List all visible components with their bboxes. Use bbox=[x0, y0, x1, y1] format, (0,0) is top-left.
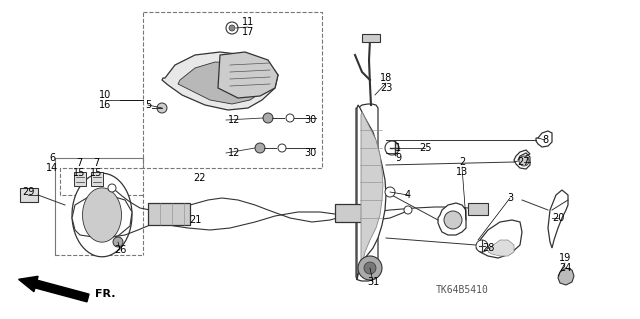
Bar bbox=[468, 203, 488, 215]
Circle shape bbox=[358, 256, 382, 280]
Text: 5: 5 bbox=[145, 100, 151, 110]
Circle shape bbox=[444, 211, 462, 229]
Polygon shape bbox=[476, 220, 522, 258]
Polygon shape bbox=[438, 203, 466, 235]
Text: 10: 10 bbox=[99, 90, 111, 100]
Text: 23: 23 bbox=[380, 83, 392, 93]
Polygon shape bbox=[356, 104, 378, 281]
Text: 3: 3 bbox=[507, 193, 513, 203]
Text: 26: 26 bbox=[114, 245, 126, 255]
Text: 30: 30 bbox=[304, 115, 316, 125]
Polygon shape bbox=[548, 190, 568, 248]
Text: 7: 7 bbox=[76, 158, 82, 168]
Text: 9: 9 bbox=[395, 153, 401, 163]
Text: 15: 15 bbox=[90, 168, 102, 178]
Text: 24: 24 bbox=[559, 263, 571, 273]
Text: 19: 19 bbox=[559, 253, 571, 263]
Text: 27: 27 bbox=[518, 157, 531, 167]
Text: 4: 4 bbox=[405, 190, 411, 200]
Text: 1: 1 bbox=[395, 143, 401, 153]
Circle shape bbox=[476, 240, 488, 252]
Text: 29: 29 bbox=[22, 187, 34, 197]
Circle shape bbox=[364, 262, 376, 274]
Bar bbox=[148, 203, 190, 225]
Text: 20: 20 bbox=[552, 213, 564, 223]
Polygon shape bbox=[558, 268, 574, 285]
Text: 21: 21 bbox=[189, 215, 201, 225]
Circle shape bbox=[108, 184, 116, 192]
Circle shape bbox=[519, 156, 529, 166]
Polygon shape bbox=[488, 240, 514, 256]
Text: 17: 17 bbox=[242, 27, 254, 37]
Text: 12: 12 bbox=[228, 148, 240, 158]
Text: 6: 6 bbox=[49, 153, 55, 163]
Circle shape bbox=[385, 141, 399, 155]
Polygon shape bbox=[218, 52, 278, 98]
Text: 28: 28 bbox=[482, 243, 494, 253]
Circle shape bbox=[286, 114, 294, 122]
FancyArrow shape bbox=[19, 276, 89, 302]
Text: 11: 11 bbox=[242, 17, 254, 27]
Circle shape bbox=[278, 144, 286, 152]
Circle shape bbox=[157, 103, 167, 113]
Bar bbox=[362, 34, 380, 42]
Polygon shape bbox=[361, 112, 383, 275]
Polygon shape bbox=[514, 150, 530, 169]
Text: 18: 18 bbox=[380, 73, 392, 83]
Polygon shape bbox=[72, 195, 132, 238]
Polygon shape bbox=[74, 172, 86, 186]
Polygon shape bbox=[20, 188, 38, 202]
Circle shape bbox=[263, 113, 273, 123]
Text: 22: 22 bbox=[194, 173, 206, 183]
Bar bbox=[335, 204, 365, 222]
Text: 8: 8 bbox=[542, 135, 548, 145]
Text: 12: 12 bbox=[228, 115, 240, 125]
Text: 13: 13 bbox=[456, 167, 468, 177]
Circle shape bbox=[404, 206, 412, 214]
Circle shape bbox=[226, 22, 238, 34]
Text: 31: 31 bbox=[367, 277, 379, 287]
Text: 14: 14 bbox=[46, 163, 58, 173]
Polygon shape bbox=[178, 62, 268, 104]
Text: 15: 15 bbox=[73, 168, 85, 178]
Circle shape bbox=[229, 25, 235, 31]
Polygon shape bbox=[162, 52, 278, 110]
Text: 25: 25 bbox=[419, 143, 431, 153]
Circle shape bbox=[255, 143, 265, 153]
Text: 2: 2 bbox=[459, 157, 465, 167]
Text: 7: 7 bbox=[93, 158, 99, 168]
Polygon shape bbox=[91, 172, 103, 186]
Text: FR.: FR. bbox=[95, 289, 115, 299]
Polygon shape bbox=[83, 188, 122, 242]
Polygon shape bbox=[357, 105, 386, 280]
Text: 16: 16 bbox=[99, 100, 111, 110]
Text: TK64B5410: TK64B5410 bbox=[436, 285, 488, 295]
Circle shape bbox=[385, 187, 395, 197]
Polygon shape bbox=[72, 173, 132, 257]
Circle shape bbox=[346, 208, 354, 216]
Polygon shape bbox=[536, 131, 552, 147]
Text: 30: 30 bbox=[304, 148, 316, 158]
Circle shape bbox=[113, 237, 123, 247]
